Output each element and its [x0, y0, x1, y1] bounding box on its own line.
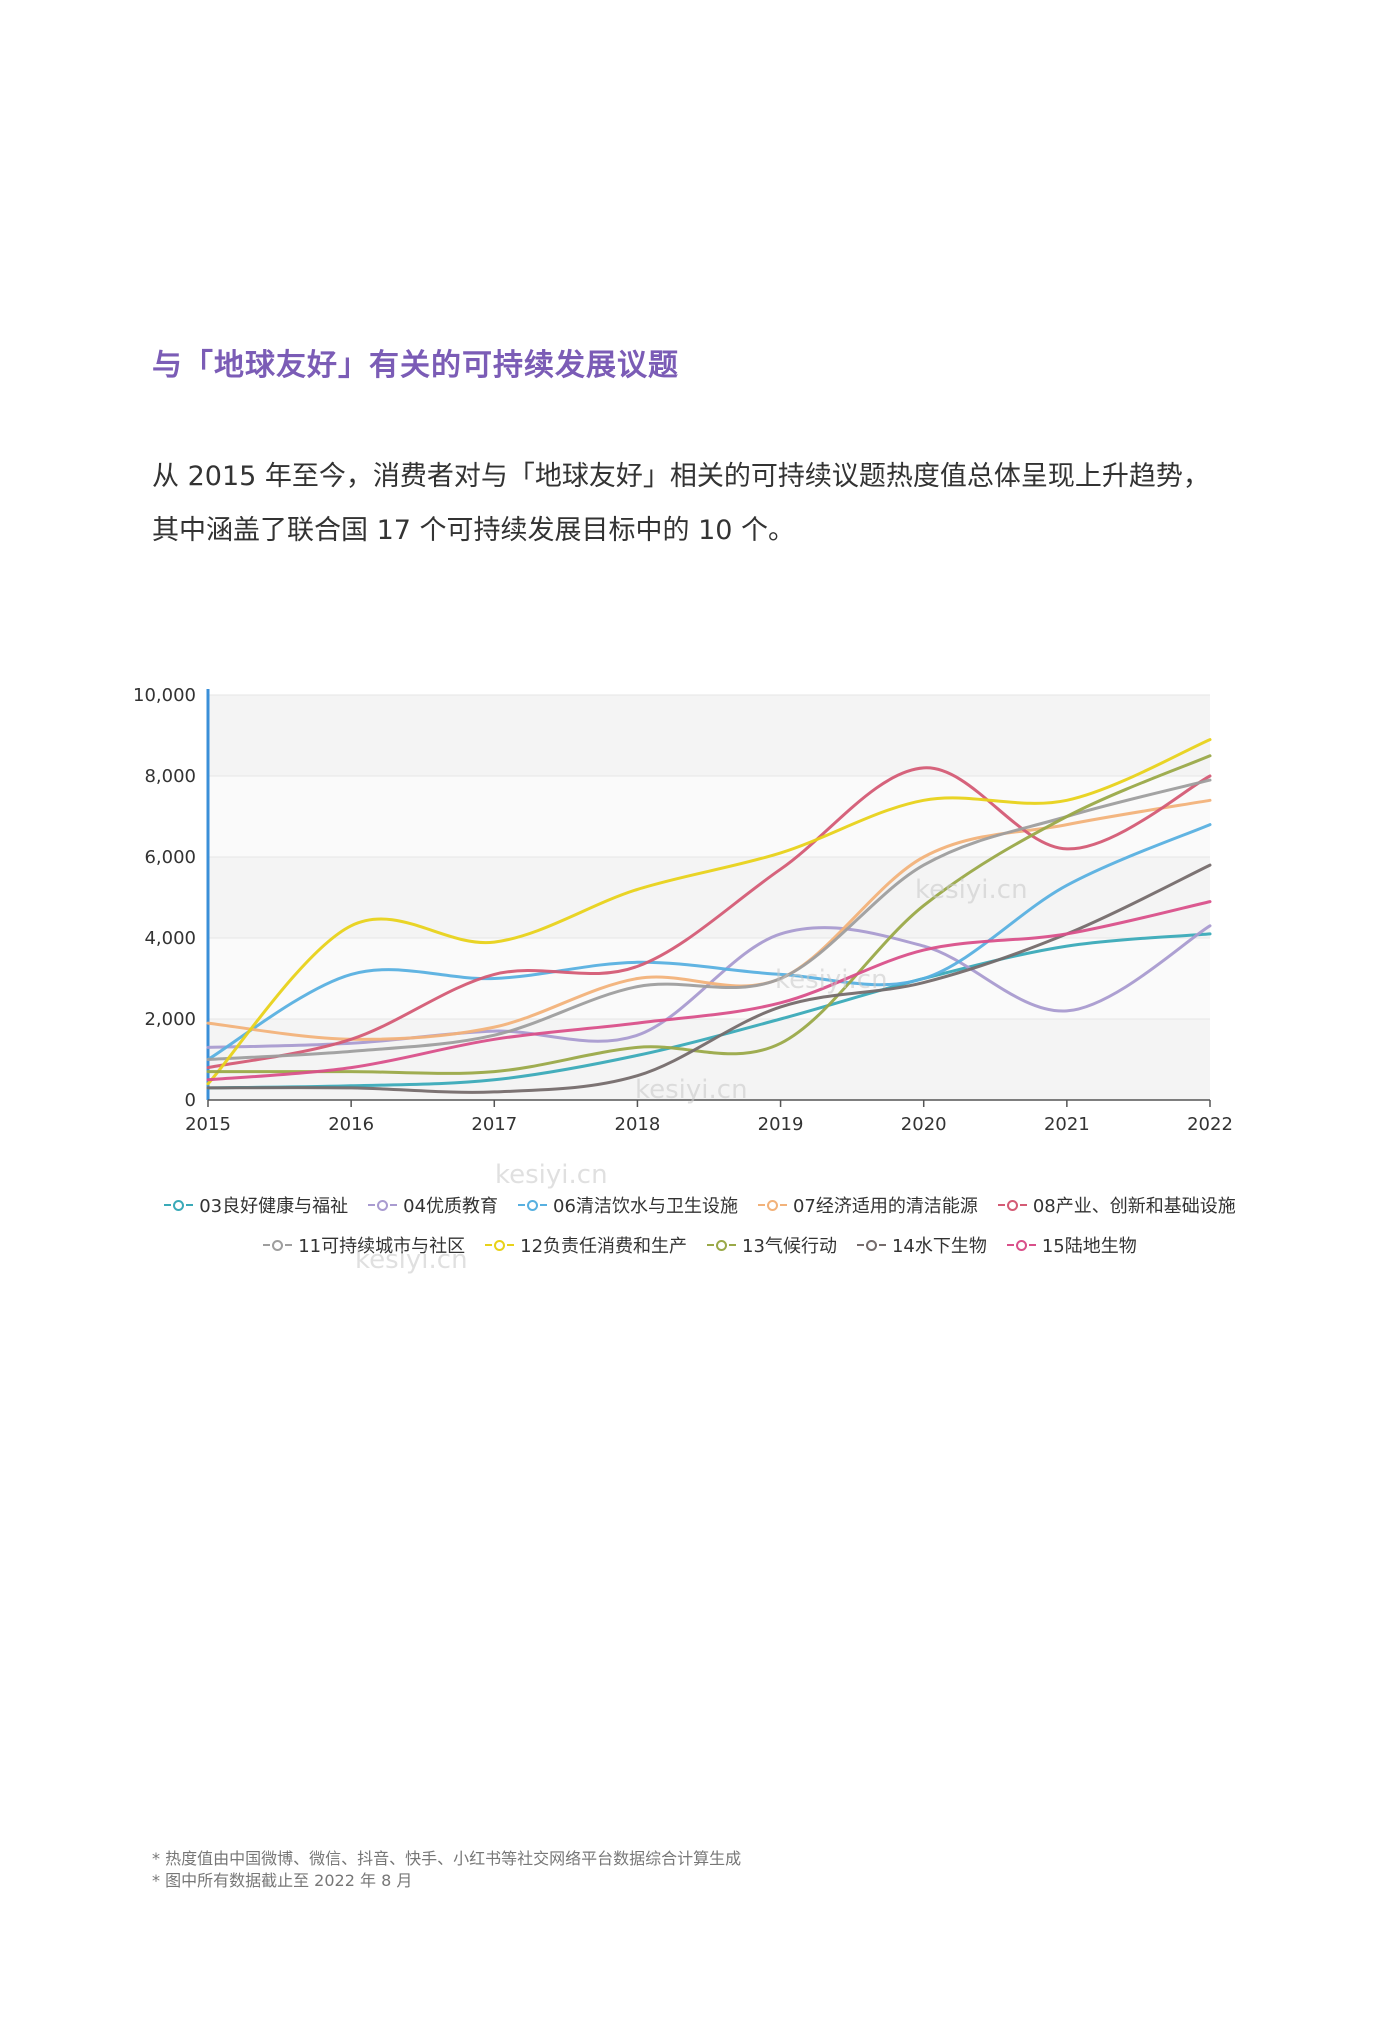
y-tick-label: 4,000: [144, 928, 196, 949]
legend-label: 15陆地生物: [1041, 1236, 1137, 1257]
series-line: [206, 823, 1212, 1061]
plot-band: [208, 857, 1210, 938]
legend-label: 13气候行动: [742, 1236, 837, 1257]
series-line: [206, 754, 1212, 1075]
legend-item[interactable]: 15陆地生物: [1006, 1232, 1137, 1258]
series-line: [206, 778, 1212, 1061]
legend-row-2: 11可持续城市与社区 12负责任消费和生产 13气候行动 14水下生物 15陆地生物: [0, 1230, 1400, 1258]
legend-label: 04优质教育: [403, 1196, 499, 1217]
legend-marker-icon: [757, 1199, 787, 1211]
x-tick-label: 2017: [471, 1114, 517, 1135]
legend-marker-icon: [368, 1199, 398, 1211]
x-tick-label: 2019: [758, 1114, 804, 1135]
x-tick-label: 2022: [1187, 1114, 1233, 1135]
intro-paragraph: 从 2015 年至今，消费者对与「地球友好」相关的可持续议题热度值总体呈现上升趋…: [152, 450, 1282, 558]
x-tick-label: 2015: [185, 1114, 231, 1135]
legend-item[interactable]: 13气候行动: [707, 1232, 837, 1258]
y-tick-label: 6,000: [144, 847, 196, 868]
legend-row-1: 03良好健康与福祉 04优质教育 06清洁饮水与卫生设施 07经济适用的清洁能源 08产…: [0, 1190, 1400, 1218]
legend-marker-icon: [707, 1239, 737, 1251]
legend-item[interactable]: 08产业、创新和基础设施: [997, 1192, 1236, 1218]
legend-label: 12负责任消费和生产: [520, 1236, 688, 1257]
legend-label: 07经济适用的清洁能源: [792, 1196, 978, 1217]
legend-label: 08产业、创新和基础设施: [1032, 1196, 1236, 1217]
x-tick-label: 2016: [328, 1114, 374, 1135]
series-line: [206, 924, 1212, 1049]
intro-line-1: 从 2015 年至今，消费者对与「地球友好」相关的可持续议题热度值总体呈现上升趋…: [152, 461, 1210, 492]
y-tick-label: 0: [185, 1090, 196, 1111]
series-line: [206, 766, 1212, 1070]
legend-marker-icon: [1006, 1239, 1036, 1251]
legend-label: 06清洁饮水与卫生设施: [553, 1196, 738, 1217]
legend-item[interactable]: 14水下生物: [856, 1232, 987, 1258]
legend-marker-icon: [997, 1199, 1027, 1211]
legend-item[interactable]: 03良好健康与福祉: [164, 1192, 348, 1218]
legend-marker-icon: [164, 1199, 194, 1211]
x-tick-label: 2018: [615, 1114, 661, 1135]
series-line: [206, 738, 1212, 1086]
watermark-text: kesiyi.cn: [495, 1160, 608, 1190]
legend-label: 14水下生物: [891, 1236, 987, 1257]
legend-item[interactable]: 04优质教育: [368, 1192, 498, 1218]
footnote-1: * 热度值由中国微博、微信、抖音、快手、小红书等社交网络平台数据综合计算生成: [152, 1849, 742, 1868]
section-heading: 与「地球友好」有关的可持续发展议题: [152, 348, 679, 383]
line-chart: 0 2,000 4,000 6,000 8,000 10,000 2015 2016 2017 2…: [133, 685, 1233, 1135]
legend-marker-icon: [518, 1199, 548, 1211]
legend-item[interactable]: 06清洁饮水与卫生设施: [518, 1192, 738, 1218]
plot-band: [208, 695, 1210, 776]
footnotes: * 热度值由中国微博、微信、抖音、快手、小红书等社交网络平台数据综合计算生成 *…: [152, 1848, 741, 1892]
legend-label: 11可持续城市与社区: [298, 1236, 466, 1257]
plot-band: [208, 938, 1210, 1019]
legend-label: 03良好健康与福祉: [199, 1196, 349, 1217]
series-line: [206, 900, 1212, 1082]
y-tick-label: 8,000: [144, 766, 196, 787]
legend-marker-icon: [485, 1239, 515, 1251]
x-tick-label: 2021: [1044, 1114, 1090, 1135]
series-line: [206, 932, 1212, 1090]
y-tick-label: 2,000: [144, 1009, 196, 1030]
plot-band: [208, 776, 1210, 857]
legend-marker-icon: [856, 1239, 886, 1251]
series-line: [206, 863, 1212, 1094]
y-tick-label: 10,000: [133, 685, 196, 706]
footnote-2: * 图中所有数据截止至 2022 年 8 月: [152, 1871, 413, 1890]
legend-marker-icon: [263, 1239, 293, 1251]
intro-line-2: 其中涵盖了联合国 17 个可持续发展目标中的 10 个。: [152, 515, 796, 546]
legend-item[interactable]: 11可持续城市与社区: [263, 1232, 465, 1258]
legend-item[interactable]: 12负责任消费和生产: [485, 1232, 687, 1258]
legend-item[interactable]: 07经济适用的清洁能源: [757, 1192, 978, 1218]
x-tick-label: 2020: [901, 1114, 947, 1135]
